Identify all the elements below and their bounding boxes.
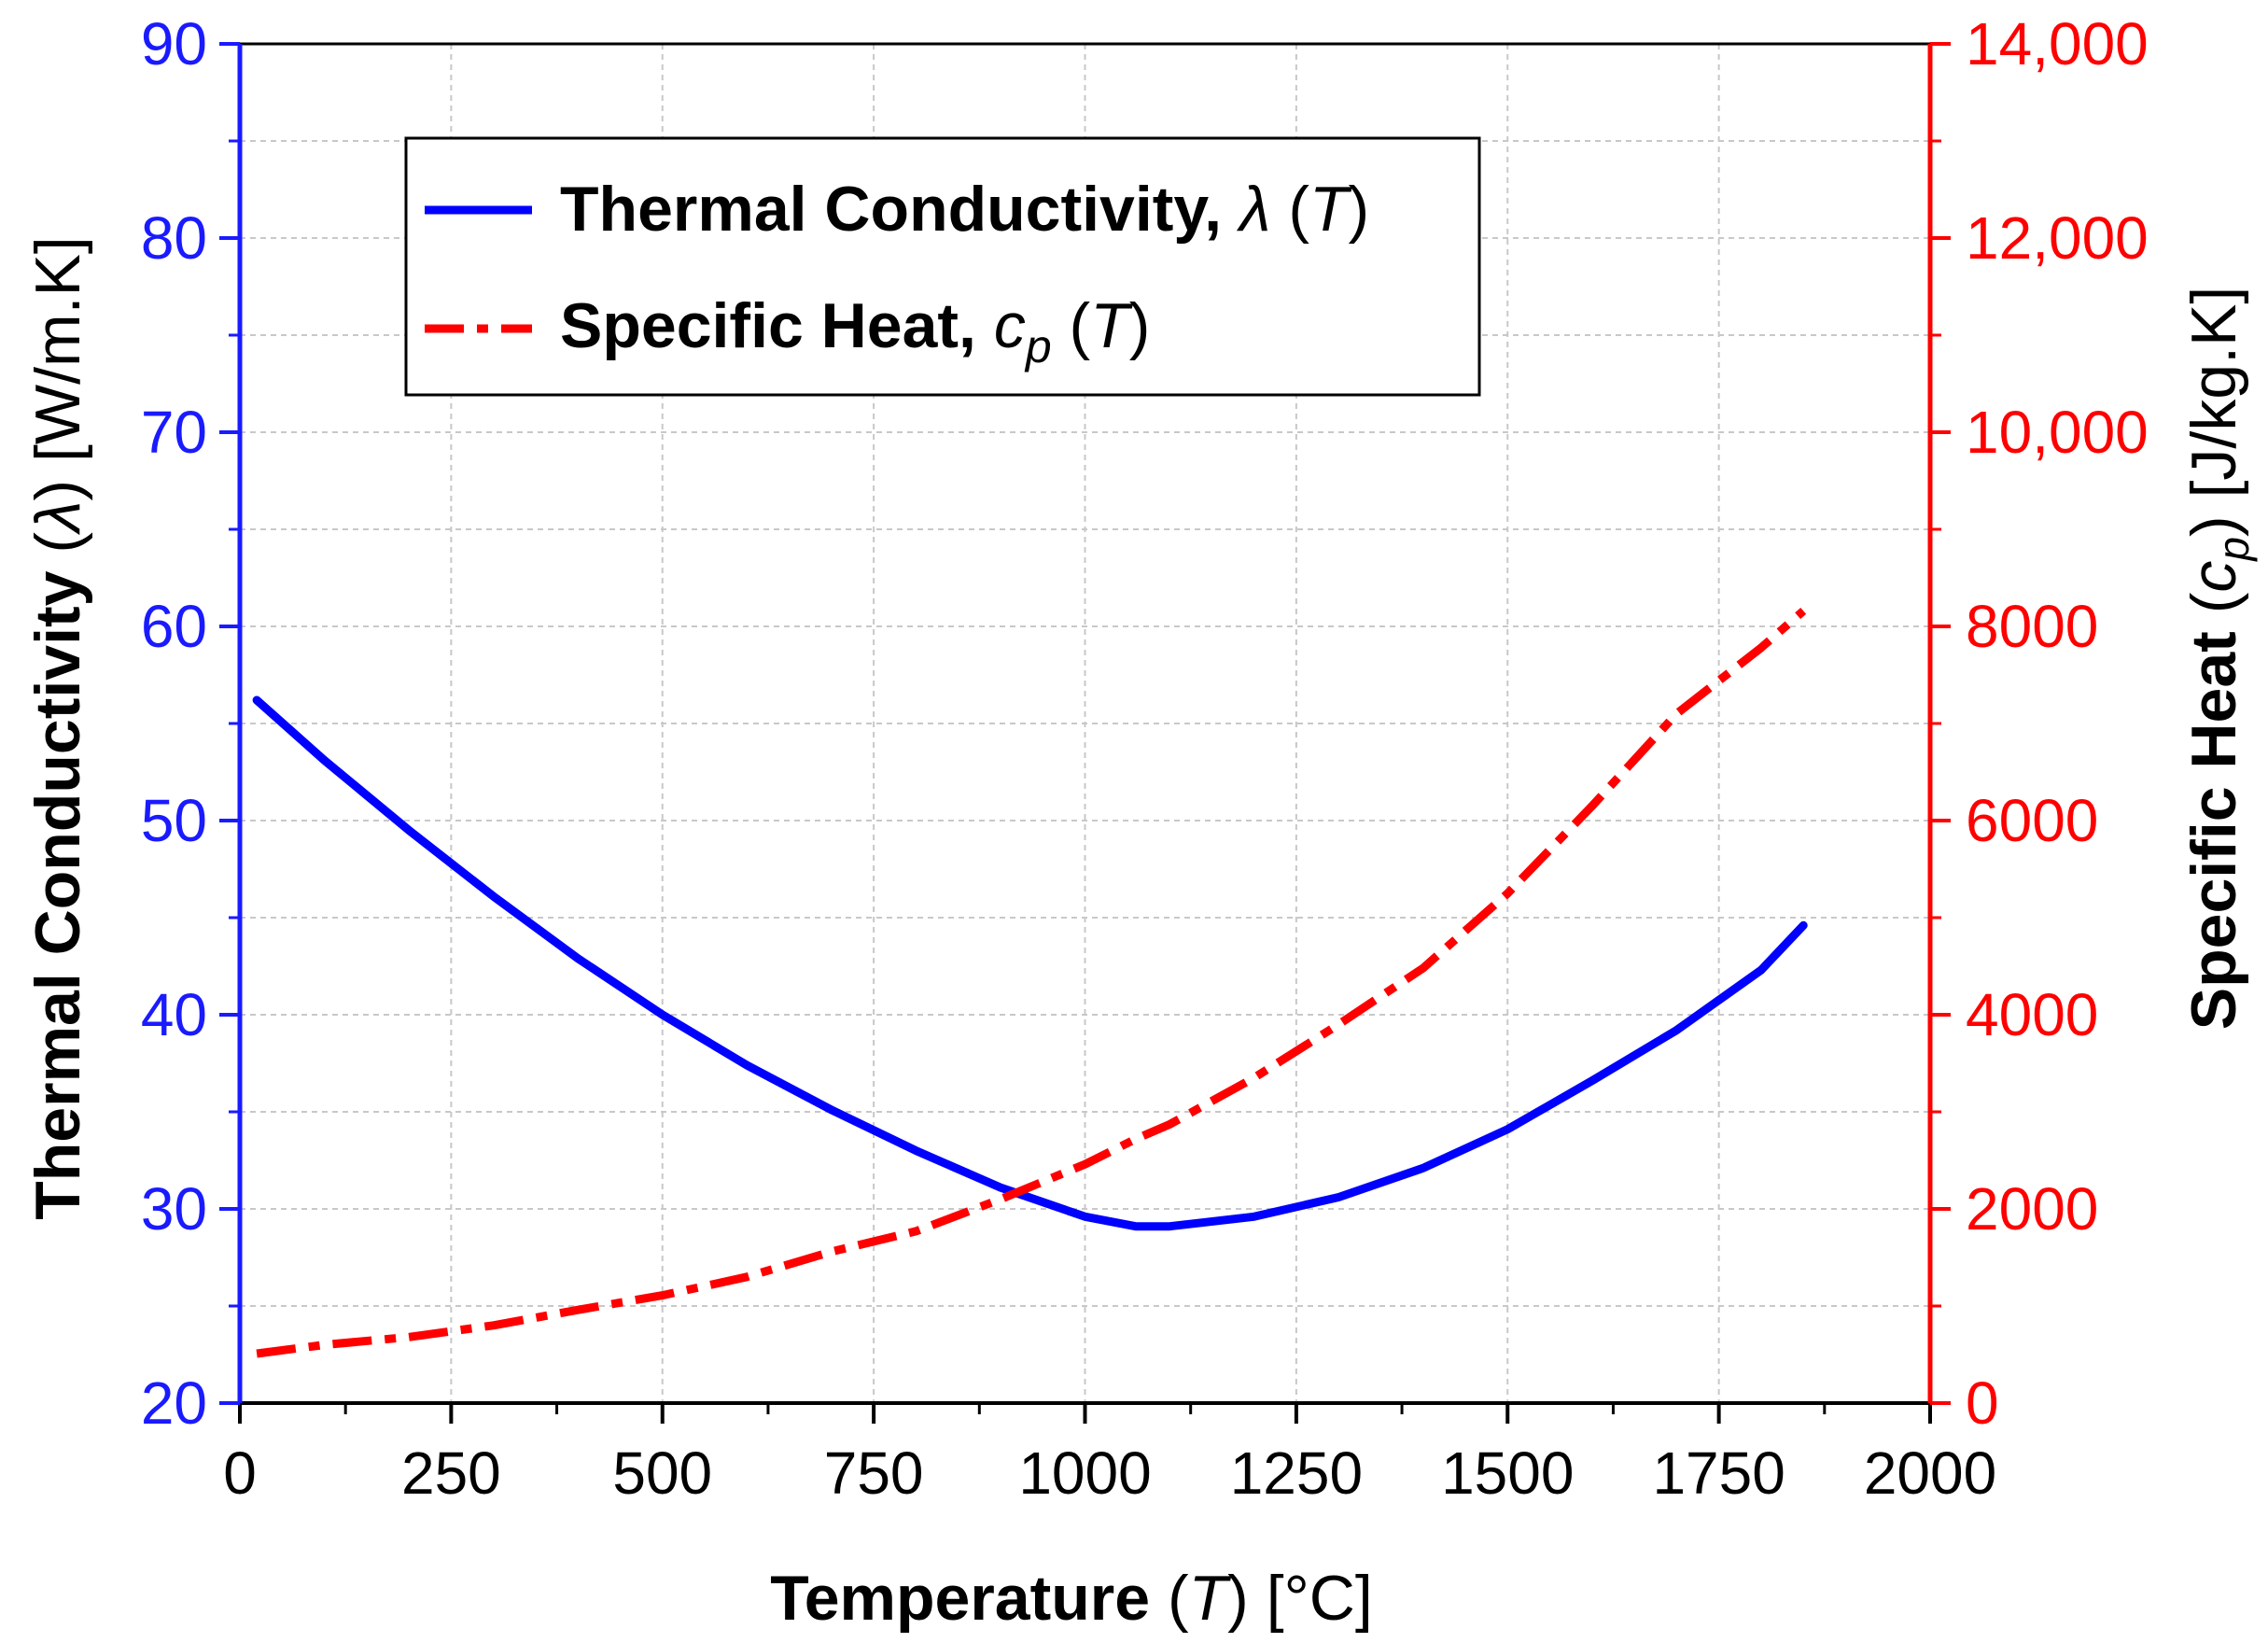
axes: 0 250 500 750 1000 1250 1500 1750 2000 20 30 40 50 60…: [141, 10, 2149, 1507]
y-axis-right-title: Specific Heat (cp) [J/kg.K]: [2178, 287, 2258, 1030]
series-line-specific-heat: [256, 608, 1807, 1358]
y-left-tick-label: 80: [141, 204, 207, 272]
y-right-tick-label: 0: [1966, 1369, 1999, 1437]
y-right-tick-label: 8000: [1966, 593, 2098, 660]
y-right-tick-label: 14,000: [1966, 10, 2149, 77]
x-tick-label: 1500: [1441, 1439, 1574, 1507]
y-right-tick-label: 10,000: [1966, 399, 2149, 466]
legend-label-thermal-conductivity: Thermal Conductivity, λ (T): [560, 174, 1369, 245]
y-left-tick-label: 40: [141, 981, 207, 1048]
x-axis-title: Temperature (T) [°C]: [770, 1563, 1373, 1634]
y-right-tick-label: 2000: [1966, 1175, 2098, 1243]
x-tick-label: 0: [223, 1439, 257, 1507]
x-tick-label: 1000: [1018, 1439, 1151, 1507]
y-axis-left-title: Thermal Conductivity (λ) [W/m.K]: [22, 236, 93, 1220]
x-tick-label: 1750: [1652, 1439, 1785, 1507]
plot-series: [252, 608, 1808, 1358]
y-right-tick-label: 4000: [1966, 981, 2098, 1048]
x-tick-label: 2000: [1864, 1439, 1996, 1507]
x-tick-label: 1250: [1230, 1439, 1363, 1507]
x-tick-label: 250: [401, 1439, 501, 1507]
x-tick-label: 750: [824, 1439, 924, 1507]
legend-box: [404, 136, 1481, 397]
y-left-tick-label: 50: [141, 787, 207, 854]
y-left-tick-label: 20: [141, 1369, 207, 1437]
legend: Thermal Conductivity, λ (T) Specific Hea…: [404, 136, 1481, 397]
y-left-tick-label: 30: [141, 1175, 207, 1243]
legend-label-specific-heat: Specific Heat, cp (T): [560, 290, 1150, 372]
y-right-tick-label: 6000: [1966, 787, 2098, 854]
y-left-tick-label: 70: [141, 399, 207, 466]
y-left-tick-label: 90: [141, 10, 207, 77]
y-left-tick-label: 60: [141, 593, 207, 660]
y-right-tick-label: 12,000: [1966, 204, 2149, 272]
series-line-thermal-conductivity: [252, 695, 1808, 1231]
x-tick-label: 500: [612, 1439, 712, 1507]
